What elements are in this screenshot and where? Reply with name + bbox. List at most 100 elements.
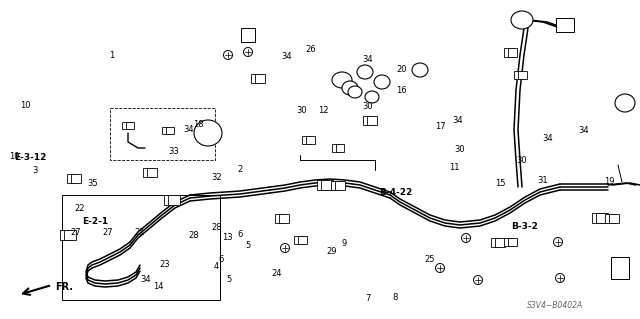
Bar [143,167,153,176]
Text: 6: 6 [218,256,223,264]
Bar [71,174,81,182]
Text: 6: 6 [237,230,243,239]
Ellipse shape [511,11,533,29]
Bar [556,18,574,32]
Bar [491,238,501,247]
Text: 35: 35 [88,179,98,188]
Text: 30: 30 [363,102,373,111]
Text: 2: 2 [237,165,243,174]
Text: 29: 29 [326,247,337,256]
Bar [332,144,340,152]
Bar [251,73,261,83]
Text: 13: 13 [222,233,232,242]
Bar [164,195,176,205]
Text: 21: 21 [134,228,145,237]
Text: 3: 3 [33,166,38,175]
Text: 9: 9 [342,239,347,248]
Text: 23: 23 [160,260,170,269]
Text: 32: 32 [211,173,221,182]
Text: 10: 10 [20,101,31,110]
Text: S3V4−B0402A: S3V4−B0402A [527,300,583,309]
Bar [592,213,604,223]
Circle shape [223,50,232,60]
Bar [504,238,513,246]
Text: 19: 19 [604,177,614,186]
Text: 1: 1 [109,51,115,60]
Text: 15: 15 [495,179,506,188]
Bar [495,238,505,247]
Bar [301,136,310,144]
Circle shape [435,263,445,272]
Text: 4: 4 [214,262,219,271]
Bar [331,181,341,189]
Text: B-3-2: B-3-2 [511,222,538,231]
Text: 34: 34 [363,56,373,64]
Circle shape [280,243,289,253]
Ellipse shape [412,63,428,77]
Ellipse shape [365,91,379,103]
Ellipse shape [332,72,352,88]
Text: 28: 28 [188,231,198,240]
Bar [294,236,303,244]
Text: 34: 34 [282,52,292,61]
Text: 10: 10 [10,152,20,161]
Bar [62,195,220,300]
Text: 34: 34 [452,116,463,125]
Circle shape [554,238,563,247]
Text: 33: 33 [169,147,179,156]
Text: 11: 11 [449,163,460,172]
Text: 26: 26 [305,45,316,54]
Ellipse shape [374,75,390,89]
Bar [508,238,516,246]
Bar [518,71,527,79]
Text: 18: 18 [193,120,204,129]
Bar [166,127,174,133]
Ellipse shape [342,81,358,95]
Bar [508,48,516,56]
Text: 34: 34 [579,126,589,135]
Text: 34: 34 [184,125,194,134]
Circle shape [474,276,483,285]
Bar [241,28,255,42]
Text: 17: 17 [435,122,445,131]
Bar [126,122,134,129]
Bar [147,167,157,176]
Bar [67,174,77,182]
Text: 31: 31 [538,176,548,185]
Bar [122,122,130,129]
Text: E-2-1: E-2-1 [82,217,108,226]
Text: 25: 25 [425,256,435,264]
Text: 30: 30 [297,106,307,115]
Bar [60,230,72,240]
Text: E-3-12: E-3-12 [15,153,47,162]
Text: 8: 8 [392,293,397,302]
Text: 7: 7 [365,294,371,303]
Text: B-4-22: B-4-22 [379,189,412,197]
Bar [305,136,314,144]
Bar [335,181,345,189]
Bar [168,195,180,205]
Text: 16: 16 [396,86,406,95]
Bar [255,73,265,83]
Text: 20: 20 [397,65,407,74]
Text: 14: 14 [154,282,164,291]
Bar [611,257,629,279]
Bar [64,230,76,240]
Bar [504,48,513,56]
Bar [298,236,307,244]
Text: 30: 30 [516,156,527,165]
Circle shape [461,234,470,242]
Bar [162,127,170,133]
Text: FR.: FR. [55,282,73,292]
Text: 30: 30 [454,145,465,154]
Circle shape [556,273,564,283]
Bar [275,213,285,222]
Bar [363,115,373,124]
Bar [605,213,615,222]
Bar [609,213,619,222]
Bar [513,71,522,79]
Bar [279,213,289,222]
Bar [317,180,329,190]
Text: 12: 12 [318,106,328,115]
Text: 34: 34 [141,275,151,284]
